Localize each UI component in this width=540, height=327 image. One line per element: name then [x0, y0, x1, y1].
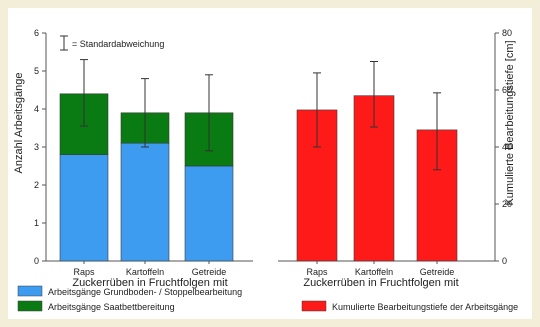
right-x-tick-label: Kartoffeln — [355, 267, 393, 277]
legend-label: Arbeitsgänge Saatbettbereitung — [48, 302, 175, 312]
left-x-axis-label: Zuckerrüben in Fruchtfolgen mit — [72, 277, 227, 289]
legend-swatch — [17, 300, 43, 312]
bar-grundboden-2 — [184, 165, 234, 262]
right-y-tick-label: 40 — [502, 142, 512, 152]
left-y-tick-label: 0 — [34, 256, 39, 266]
left-x-tick-label: Getreide — [192, 267, 227, 277]
right-x-tick-label: Getreide — [420, 267, 455, 277]
chart-panel: Anzahl Arbeitsgänge Kumulierte Bearbeitu… — [8, 8, 532, 319]
standard-deviation-symbol — [60, 35, 68, 51]
legend-swatch — [17, 285, 43, 297]
left-y-tick-label: 6 — [34, 28, 39, 38]
left-y-tick-label: 5 — [34, 66, 39, 76]
left-y-tick-label: 3 — [34, 142, 39, 152]
left-y-tick-label: 1 — [34, 218, 39, 228]
right-y-tick-label: 60 — [502, 85, 512, 95]
legend-label: Kumulierte Bearbeitungstiefe der Arbeits… — [332, 302, 518, 312]
left-y-tick-label: 4 — [34, 104, 39, 114]
left-y-axis-label: Anzahl Arbeitsgänge — [13, 73, 25, 174]
right-x-tick-label: Raps — [306, 267, 328, 277]
right-y-tick-label: 20 — [502, 199, 512, 209]
right-y-tick-label: 80 — [502, 28, 512, 38]
standard-deviation-note: = Standardabweichung — [72, 39, 164, 49]
left-x-tick-label: Raps — [73, 267, 95, 277]
bar-grundboden-1 — [120, 142, 170, 262]
legend-label: Arbeitsgänge Grundboden- / Stoppelbearbe… — [48, 287, 242, 297]
right-y-axis-label: Kumulierte Bearbeitungstiefe [cm] — [504, 40, 516, 205]
legend-swatch — [301, 300, 327, 312]
left-x-tick-label: Kartoffeln — [126, 267, 164, 277]
chart-svg: Anzahl Arbeitsgänge Kumulierte Bearbeitu… — [13, 28, 518, 312]
bar-grundboden-0 — [59, 154, 109, 262]
right-x-axis-label: Zuckerrüben in Fruchtfolgen mit — [303, 277, 458, 289]
right-y-tick-label: 0 — [502, 256, 507, 266]
left-y-tick-label: 2 — [34, 180, 39, 190]
